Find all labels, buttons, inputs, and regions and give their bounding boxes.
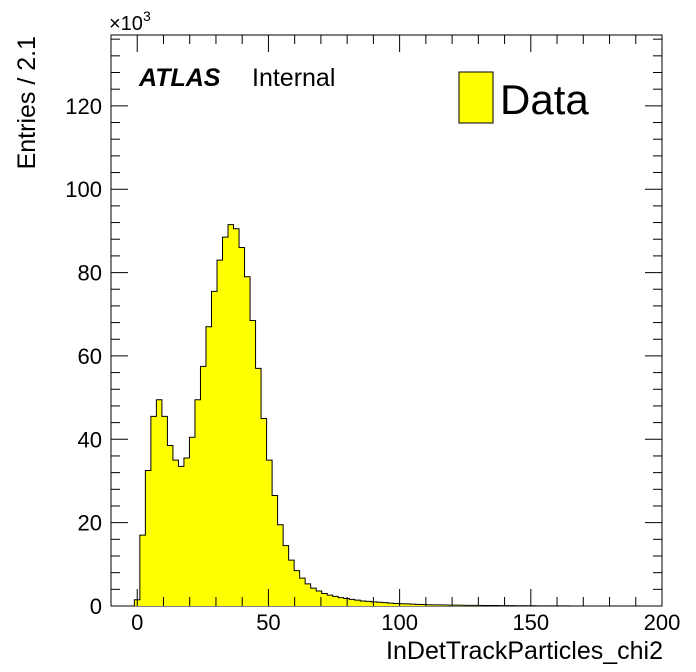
histogram-bar xyxy=(393,603,400,606)
y-tick-label: 100 xyxy=(65,177,102,202)
histogram-bar xyxy=(266,460,273,606)
histogram-bar xyxy=(145,470,152,606)
histogram-bar xyxy=(431,604,438,606)
histogram-bar xyxy=(343,598,350,606)
atlas-label: ATLAS xyxy=(138,64,221,92)
histogram-bar xyxy=(299,578,306,606)
histogram-bar xyxy=(305,583,311,606)
histogram-bar xyxy=(261,418,267,606)
histogram-bar xyxy=(167,445,174,606)
histogram-bar xyxy=(222,237,229,606)
histogram-bars xyxy=(133,224,637,607)
histogram-bar xyxy=(354,600,361,606)
histogram-bar xyxy=(398,603,405,606)
legend-label: Data xyxy=(500,76,589,123)
histogram-bar xyxy=(349,599,356,606)
x-tick-label: 100 xyxy=(381,610,418,635)
histogram-bar xyxy=(239,247,245,606)
histogram-bar xyxy=(244,276,251,606)
histogram-bar xyxy=(437,604,444,606)
histogram-bar xyxy=(321,593,328,606)
histogram-bar xyxy=(228,224,234,606)
histogram-bar xyxy=(316,591,322,606)
axis-ticks xyxy=(110,35,663,607)
histogram-bar xyxy=(283,545,289,606)
histogram-bar xyxy=(382,602,389,606)
legend: Data xyxy=(458,71,589,124)
histogram-bar xyxy=(205,326,212,606)
histogram-bar xyxy=(409,604,416,606)
y-tick-label: 60 xyxy=(78,344,102,369)
histogram-bar xyxy=(250,320,256,606)
x-axis-label: InDetTrackParticles_chi2 xyxy=(386,637,663,665)
y-axis-label: Entries / 2.1 xyxy=(13,36,41,169)
histogram-bar xyxy=(150,416,157,606)
histogram-bar xyxy=(183,458,190,606)
histogram-bar xyxy=(217,260,223,606)
axis-tick-labels: 0 50 100 150 200 0 20 40 60 80 100 120 xyxy=(65,94,680,635)
histogram-bar xyxy=(365,601,372,606)
histogram-bar xyxy=(233,228,240,606)
legend-swatch xyxy=(458,71,494,124)
y-tick-label: 0 xyxy=(90,594,102,619)
histogram-bar xyxy=(404,603,411,606)
histogram-bar xyxy=(139,535,146,606)
histogram-bar xyxy=(376,602,383,606)
histogram-bar xyxy=(387,603,394,606)
histogram-bar xyxy=(178,466,185,606)
y-tick-label: 40 xyxy=(78,427,102,452)
y-multiplier: ×103 xyxy=(109,8,151,35)
histogram-bar xyxy=(310,588,317,606)
histogram-bar xyxy=(371,601,378,606)
histogram-bar xyxy=(415,604,422,606)
histogram-bar xyxy=(272,495,278,606)
x-tick-label: 0 xyxy=(131,610,143,635)
histogram-bar xyxy=(277,524,284,606)
x-tick-label: 150 xyxy=(512,610,549,635)
histogram-bar xyxy=(420,604,427,606)
histogram-bar xyxy=(255,368,262,606)
histogram-outline xyxy=(133,224,637,607)
x-tick-label: 50 xyxy=(256,610,280,635)
histogram-bar xyxy=(288,560,295,606)
x-tick-label: 200 xyxy=(644,610,681,635)
histogram-bar xyxy=(360,601,367,606)
histogram-bar xyxy=(332,596,339,606)
histogram-bar xyxy=(161,416,168,606)
histogram-bar xyxy=(327,595,334,606)
histogram-bar xyxy=(211,291,218,606)
y-tick-label: 120 xyxy=(65,94,102,119)
atlas-sublabel: Internal xyxy=(252,64,335,92)
histogram-bar xyxy=(156,399,163,606)
histogram-bar xyxy=(426,604,433,606)
y-tick-label: 80 xyxy=(78,261,102,286)
histogram-bar xyxy=(172,460,179,606)
histogram-bar xyxy=(294,570,300,606)
histogram-bar xyxy=(200,366,207,606)
histogram-bar xyxy=(194,399,201,606)
histogram-bar xyxy=(338,597,345,606)
histogram-bar xyxy=(189,437,196,606)
y-tick-label: 20 xyxy=(78,511,102,536)
